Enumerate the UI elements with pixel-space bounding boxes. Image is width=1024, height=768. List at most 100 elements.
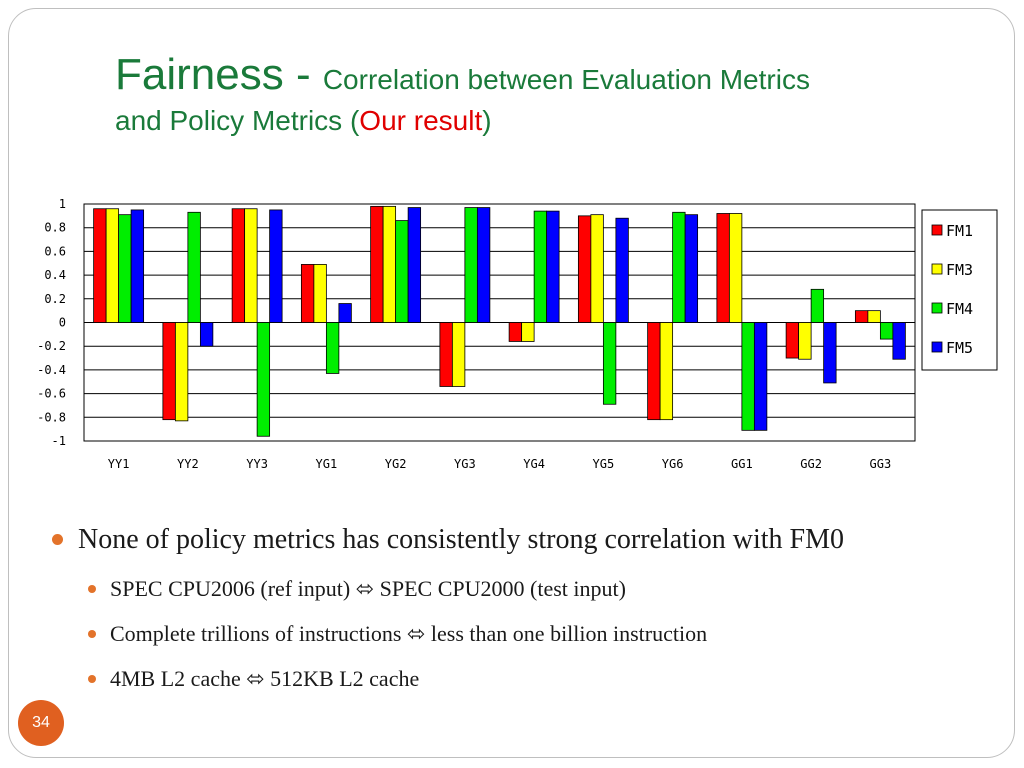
bar-fm1-gg3	[854, 310, 869, 323]
bar-fm1-yg2	[370, 205, 384, 323]
y-tick-label: 0.4	[44, 268, 66, 282]
sub-bullet: SPEC CPU2006 (ref input) ⬄ SPEC CPU2000 …	[48, 574, 988, 605]
title-sub: Correlation between Evaluation Metrics	[322, 64, 810, 95]
legend-label-fm5: FM5	[946, 339, 973, 357]
bar-fm4-yg1	[325, 322, 340, 374]
bar-fm4-gg3	[879, 322, 894, 340]
bar-fm3-yg1	[313, 264, 327, 323]
bar-fm4-yy1	[118, 214, 132, 323]
bar-fm5-yy1	[130, 209, 145, 323]
bar-fm1-yg4	[508, 322, 523, 342]
sub-bullet: Complete trillions of instructions ⬄ les…	[48, 619, 988, 650]
title-line2-pre: and Policy Metrics (	[115, 104, 360, 136]
legend-label-fm4: FM4	[946, 300, 973, 318]
y-tick-label: -0.2	[37, 339, 66, 353]
title-line2-post: )	[482, 104, 492, 136]
bar-fm3-yy3	[244, 208, 258, 323]
bar-fm1-yy1	[93, 208, 107, 323]
bar-fm3-yg3	[451, 322, 466, 387]
bar-fm4-yg4	[533, 210, 548, 323]
sub-bullet-left: SPEC CPU2006 (ref input)	[110, 576, 351, 601]
x-tick-label: GG2	[800, 457, 822, 471]
y-tick-label: -0.4	[37, 363, 66, 377]
bar-fm3-yg6	[659, 322, 674, 421]
bullet-list: None of policy metrics has consistently …	[48, 520, 988, 695]
title-main: Fairness -	[115, 50, 323, 99]
y-tick-label: 0.8	[44, 221, 66, 235]
y-tick-label: 1	[59, 197, 66, 211]
bar-fm5-yg4	[546, 210, 560, 323]
bar-fm1-yg3	[439, 322, 453, 387]
slide-frame	[8, 8, 1015, 758]
sub-bullet-left: Complete trillions of instructions	[110, 621, 402, 646]
y-tick-label: 0.6	[44, 244, 66, 258]
title-line2: and Policy Metrics (Our result)	[115, 105, 975, 137]
sub-bullet-right: SPEC CPU2000 (test input)	[379, 576, 626, 601]
bullet-dot-icon	[52, 534, 63, 545]
page-number-badge: 34	[18, 700, 64, 746]
bar-fm3-gg3	[867, 310, 881, 323]
x-tick-label: YG4	[523, 457, 545, 471]
bar-fm1-yg1	[300, 264, 315, 323]
bar-fm1-yy3	[231, 208, 246, 323]
double-arrow-icon: ⬄	[406, 622, 426, 647]
legend-swatch-fm1	[931, 224, 943, 236]
bar-fm4-yy2	[187, 211, 201, 323]
bar-fm4-yg3	[464, 207, 478, 323]
x-tick-label: YG2	[385, 457, 407, 471]
title-highlight: Our result	[359, 104, 483, 136]
bar-fm5-yg1	[338, 303, 352, 323]
x-tick-label: YG6	[662, 457, 684, 471]
sub-bullet-right: 512KB L2 cache	[270, 666, 420, 691]
double-arrow-icon: ⬄	[246, 667, 265, 692]
bullet-dot-icon	[88, 675, 96, 683]
y-tick-label: -0.6	[37, 387, 66, 401]
legend-swatch-fm3	[931, 263, 943, 275]
double-arrow-icon: ⬄	[355, 577, 375, 602]
legend-swatch-fm5	[931, 341, 943, 353]
bar-fm4-gg2	[810, 288, 825, 323]
bar-fm3-yg5	[590, 214, 604, 323]
bullet-main: None of policy metrics has consistently …	[48, 520, 988, 560]
x-tick-label: YG3	[454, 457, 476, 471]
x-tick-label: YY1	[108, 457, 130, 471]
legend-label-fm3: FM3	[946, 261, 973, 279]
sub-bullet-left: 4MB L2 cache	[110, 666, 241, 691]
y-tick-label: -1	[52, 434, 66, 448]
bar-fm5-gg2	[823, 322, 837, 384]
bullet-main-text: None of policy metrics has consistently …	[78, 524, 844, 555]
bar-fm3-yy2	[174, 322, 189, 422]
y-tick-label: -0.8	[37, 410, 66, 424]
bar-fm5-yy2	[199, 322, 214, 347]
bar-fm4-yg5	[602, 322, 617, 405]
bar-fm4-yg6	[672, 211, 686, 323]
x-tick-label: YY2	[177, 457, 199, 471]
y-tick-label: 0.2	[44, 292, 66, 306]
y-tick-label: 0	[59, 316, 66, 330]
bar-fm5-yg5	[615, 217, 629, 323]
bar-fm5-gg1	[753, 322, 768, 431]
sub-bullet: 4MB L2 cache ⬄ 512KB L2 cache	[48, 664, 988, 695]
bar-fm1-gg2	[785, 322, 800, 359]
bar-fm3-gg2	[798, 322, 812, 360]
bar-fm4-yy3	[256, 322, 271, 437]
bar-fm5-gg3	[892, 322, 906, 360]
bar-fm5-yg3	[476, 207, 491, 323]
bar-fm1-gg1	[716, 213, 730, 323]
bullet-dot-icon	[88, 585, 96, 593]
bar-fm1-yy2	[162, 322, 176, 421]
bar-fm3-yy1	[105, 208, 120, 323]
slide-title: Fairness - Correlation between Evaluatio…	[115, 50, 975, 137]
bar-fm4-yg2	[395, 220, 409, 323]
bar-fm1-yg6	[647, 322, 661, 421]
bar-fm5-yy3	[269, 209, 283, 323]
x-tick-label: YG5	[593, 457, 615, 471]
bar-fm5-yg6	[684, 214, 699, 323]
x-tick-label: GG1	[731, 457, 753, 471]
x-tick-label: GG3	[870, 457, 892, 471]
legend-swatch-fm4	[931, 302, 943, 314]
x-tick-label: YY3	[246, 457, 268, 471]
bar-fm4-gg1	[741, 322, 755, 431]
bar-fm5-yg2	[407, 207, 422, 323]
